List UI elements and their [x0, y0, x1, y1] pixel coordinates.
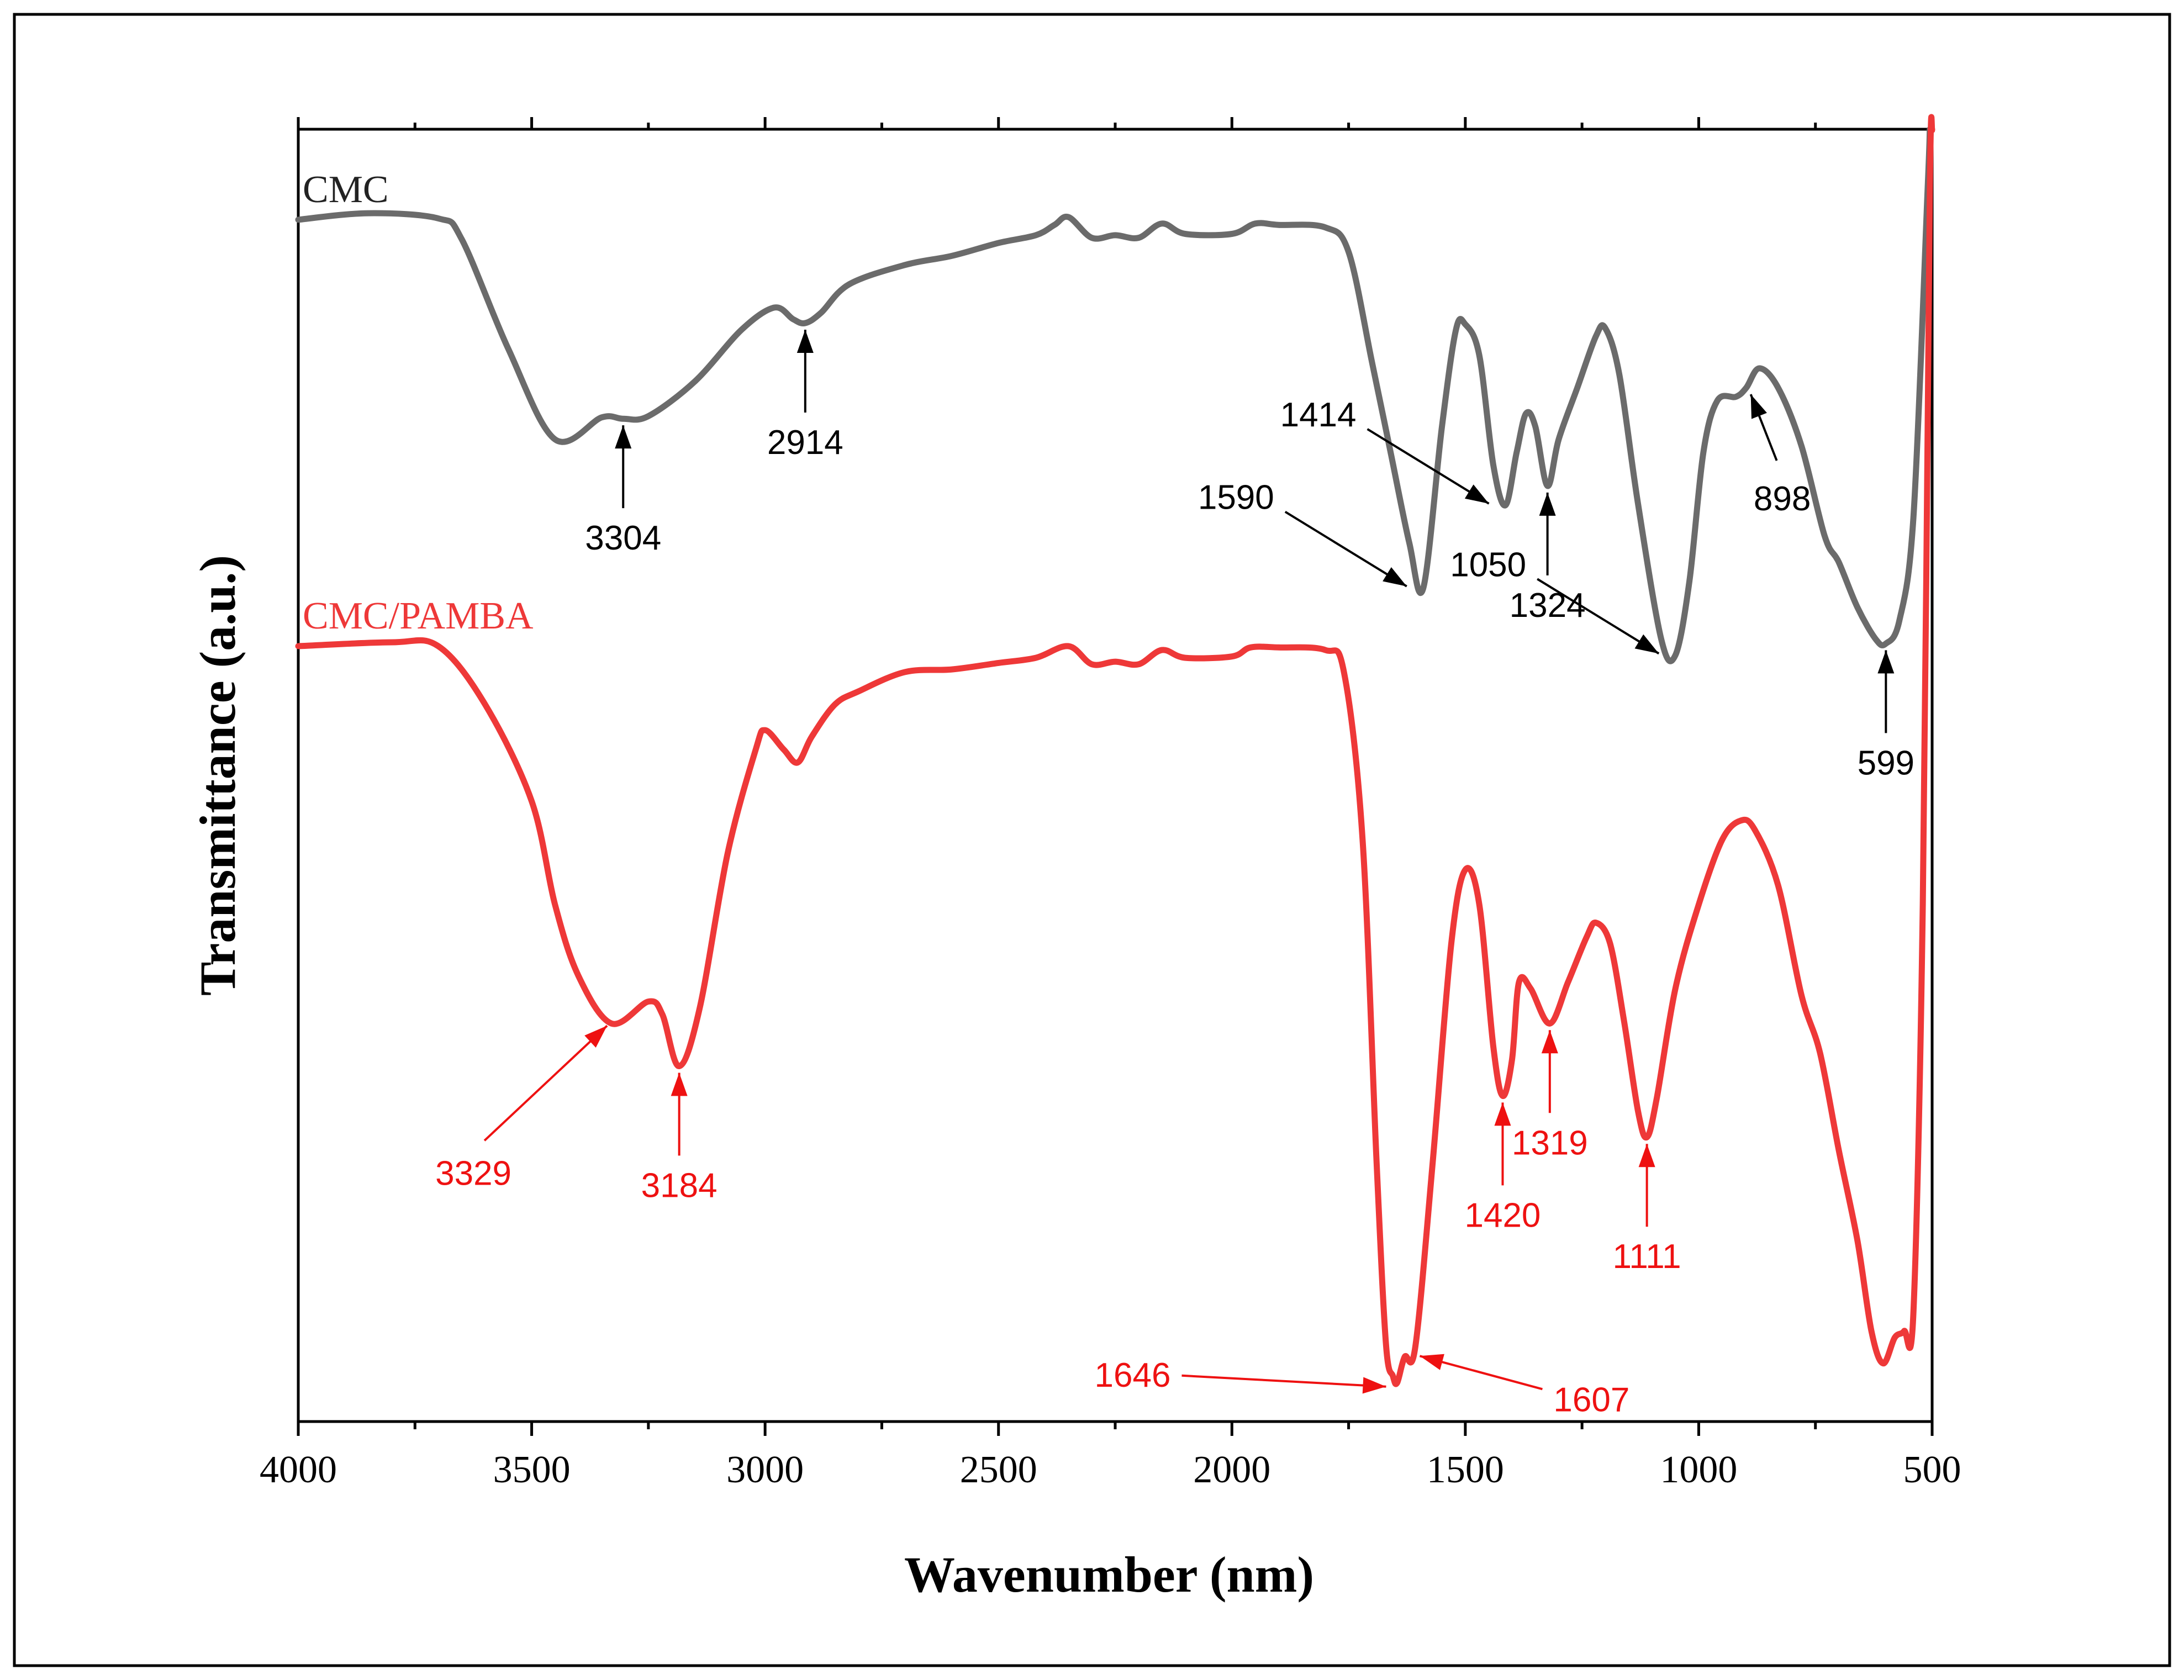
annotation-arrowhead [1362, 1377, 1386, 1394]
figure-border [13, 13, 2171, 1667]
peak-label: 2914 [767, 424, 843, 462]
x-tick-label: 1500 [1427, 1449, 1504, 1491]
y-axis-label: Transmittance (a.u.) [189, 555, 246, 996]
annotation-arrowhead [1541, 1030, 1558, 1054]
annotation-arrowhead [1464, 484, 1489, 504]
peak-label: 1111 [1613, 1238, 1681, 1276]
annotation-arrowhead [1494, 1102, 1511, 1126]
annotation-arrowhead [671, 1073, 688, 1096]
peak-label: 3329 [435, 1154, 511, 1192]
peak-label: 1420 [1464, 1196, 1541, 1234]
series-curves [295, 114, 1935, 1387]
annotation-arrowhead [584, 1026, 608, 1048]
peak-label: 3184 [641, 1167, 718, 1205]
annotation-arrow-shaft [1181, 1374, 1386, 1388]
peak-label: 1050 [1450, 546, 1526, 584]
annotation-arrowhead [1383, 567, 1407, 587]
x-tick-label: 3000 [726, 1449, 804, 1491]
series-labels: CMC CMC/PAMBA [303, 168, 534, 637]
annotation-arrow-shaft [1284, 510, 1407, 588]
peak-label: 1324 [1510, 587, 1586, 625]
series-name-label: CMC/PAMBA [303, 595, 534, 637]
x-axis-label: Wavenumber (nm) [904, 1546, 1314, 1603]
x-tick-label: 500 [1903, 1449, 1961, 1491]
x-tick-label: 2000 [1193, 1449, 1270, 1491]
peak-label: 1414 [1280, 396, 1357, 434]
annotation-arrowhead [796, 330, 814, 353]
peak-label: 599 [1858, 744, 1914, 782]
annotation-arrowhead [1420, 1354, 1444, 1370]
annotation-arrow-shaft [1367, 428, 1490, 505]
annotation-arrow-shaft [1537, 578, 1660, 655]
x-tick-label: 4000 [260, 1449, 337, 1491]
series-line-cmc [295, 126, 1933, 664]
x-tick-label: 2500 [960, 1449, 1037, 1491]
peak-label: 898 [1754, 480, 1811, 518]
peak-label: 1607 [1553, 1381, 1629, 1419]
x-axis-ticks [297, 117, 1934, 1436]
peak-label: 1590 [1198, 479, 1274, 517]
series-name-label: CMC [303, 168, 389, 211]
x-tick-label: 1000 [1660, 1449, 1737, 1491]
peak-label: 3304 [585, 519, 661, 557]
annotation-arrowhead [615, 425, 632, 449]
annotation-arrowhead [1638, 1144, 1655, 1167]
x-tick-label: 3500 [493, 1449, 571, 1491]
x-axis-tick-labels: 4000 3500 3000 2500 2000 1500 1000 500 [260, 1449, 1961, 1491]
annotation-arrowhead [1877, 650, 1895, 674]
annotation-arrowhead [1539, 492, 1556, 516]
series-line-cmc-pamba [295, 114, 1935, 1387]
annotation-arrowhead [1750, 394, 1767, 419]
peak-annotations: 3304 2914 1414 1324 1590 898 1050 599 3329 3184 14… [435, 330, 1914, 1419]
peak-label: 1646 [1095, 1356, 1171, 1394]
annotation-arrowhead [1634, 634, 1659, 654]
plot-area [297, 128, 1934, 1423]
annotation-arrow-shaft [483, 1024, 608, 1142]
peak-label: 1319 [1512, 1124, 1588, 1162]
